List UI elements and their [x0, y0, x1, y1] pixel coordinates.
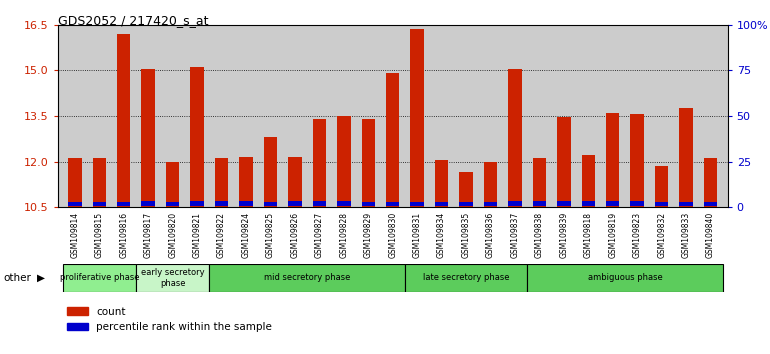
Bar	[92, 159, 106, 207]
Bar	[142, 69, 155, 207]
Bar	[68, 159, 82, 207]
Bar	[704, 202, 718, 206]
Text: GSM109830: GSM109830	[388, 212, 397, 258]
Bar	[215, 159, 228, 207]
Bar	[410, 202, 424, 206]
Bar	[704, 159, 718, 207]
Bar	[166, 161, 179, 207]
Bar	[435, 202, 448, 206]
Text: GSM109834: GSM109834	[437, 212, 446, 258]
Text: GSM109822: GSM109822	[217, 212, 226, 258]
Text: GSM109816: GSM109816	[119, 212, 129, 258]
Bar	[533, 159, 546, 207]
Bar	[655, 166, 668, 207]
Bar	[679, 108, 693, 207]
Text: GSM109821: GSM109821	[192, 212, 202, 258]
Text: late secretory phase: late secretory phase	[423, 273, 509, 282]
Bar	[405, 264, 527, 292]
Bar	[581, 201, 595, 206]
Bar	[606, 113, 619, 207]
Bar	[631, 114, 644, 207]
Text: GSM109840: GSM109840	[706, 212, 715, 258]
Bar	[655, 202, 668, 206]
Text: GSM109832: GSM109832	[657, 212, 666, 258]
Bar	[136, 264, 209, 292]
Text: GSM109838: GSM109838	[535, 212, 544, 258]
Bar	[606, 201, 619, 206]
Bar	[92, 202, 106, 206]
Text: GSM109833: GSM109833	[681, 212, 691, 258]
Bar	[313, 201, 326, 206]
Bar	[337, 201, 350, 206]
Bar	[239, 201, 253, 206]
Bar	[117, 34, 130, 207]
Bar	[484, 202, 497, 206]
Bar	[581, 155, 595, 207]
Text: GSM109817: GSM109817	[144, 212, 152, 258]
Bar	[484, 161, 497, 207]
Bar	[679, 202, 693, 206]
Bar	[62, 264, 136, 292]
Bar	[557, 201, 571, 206]
Bar	[264, 202, 277, 206]
Text: GSM109815: GSM109815	[95, 212, 104, 258]
Bar	[190, 67, 204, 207]
Bar	[288, 201, 302, 206]
Text: GSM109828: GSM109828	[340, 212, 348, 258]
Text: proliferative phase: proliferative phase	[59, 273, 139, 282]
Bar	[508, 201, 521, 206]
Text: mid secretory phase: mid secretory phase	[264, 273, 350, 282]
Text: GSM109820: GSM109820	[168, 212, 177, 258]
Bar	[264, 137, 277, 207]
Text: ambiguous phase: ambiguous phase	[588, 273, 662, 282]
Text: early secretory
phase: early secretory phase	[141, 268, 205, 287]
Bar	[117, 202, 130, 206]
Bar	[460, 202, 473, 206]
Text: GSM109825: GSM109825	[266, 212, 275, 258]
Bar	[215, 201, 228, 206]
Text: GSM109827: GSM109827	[315, 212, 324, 258]
Text: GSM109818: GSM109818	[584, 212, 593, 258]
Text: GSM109839: GSM109839	[559, 212, 568, 258]
Bar	[410, 29, 424, 207]
Bar	[313, 119, 326, 207]
Bar	[166, 202, 179, 206]
Bar	[460, 172, 473, 207]
Bar	[527, 264, 723, 292]
Bar	[386, 73, 400, 207]
Text: GSM109824: GSM109824	[242, 212, 250, 258]
Bar	[68, 202, 82, 206]
Text: GSM109814: GSM109814	[70, 212, 79, 258]
Text: GSM109829: GSM109829	[363, 212, 373, 258]
Bar	[557, 118, 571, 207]
Bar	[190, 201, 204, 206]
Text: GSM109823: GSM109823	[633, 212, 641, 258]
Legend: count, percentile rank within the sample: count, percentile rank within the sample	[63, 303, 276, 336]
Text: GSM109837: GSM109837	[511, 212, 520, 258]
Bar	[209, 264, 405, 292]
Text: ▶: ▶	[37, 273, 45, 283]
Text: GSM109836: GSM109836	[486, 212, 495, 258]
Text: GSM109831: GSM109831	[413, 212, 422, 258]
Text: GSM109826: GSM109826	[290, 212, 300, 258]
Bar	[142, 201, 155, 206]
Text: GDS2052 / 217420_s_at: GDS2052 / 217420_s_at	[58, 14, 208, 27]
Bar	[508, 69, 521, 207]
Bar	[337, 116, 350, 207]
Bar	[533, 201, 546, 206]
Text: GSM109835: GSM109835	[461, 212, 470, 258]
Text: GSM109819: GSM109819	[608, 212, 618, 258]
Bar	[239, 157, 253, 207]
Bar	[435, 160, 448, 207]
Bar	[631, 201, 644, 206]
Text: other: other	[4, 273, 32, 283]
Bar	[362, 202, 375, 206]
Bar	[386, 202, 400, 206]
Bar	[362, 119, 375, 207]
Bar	[288, 157, 302, 207]
